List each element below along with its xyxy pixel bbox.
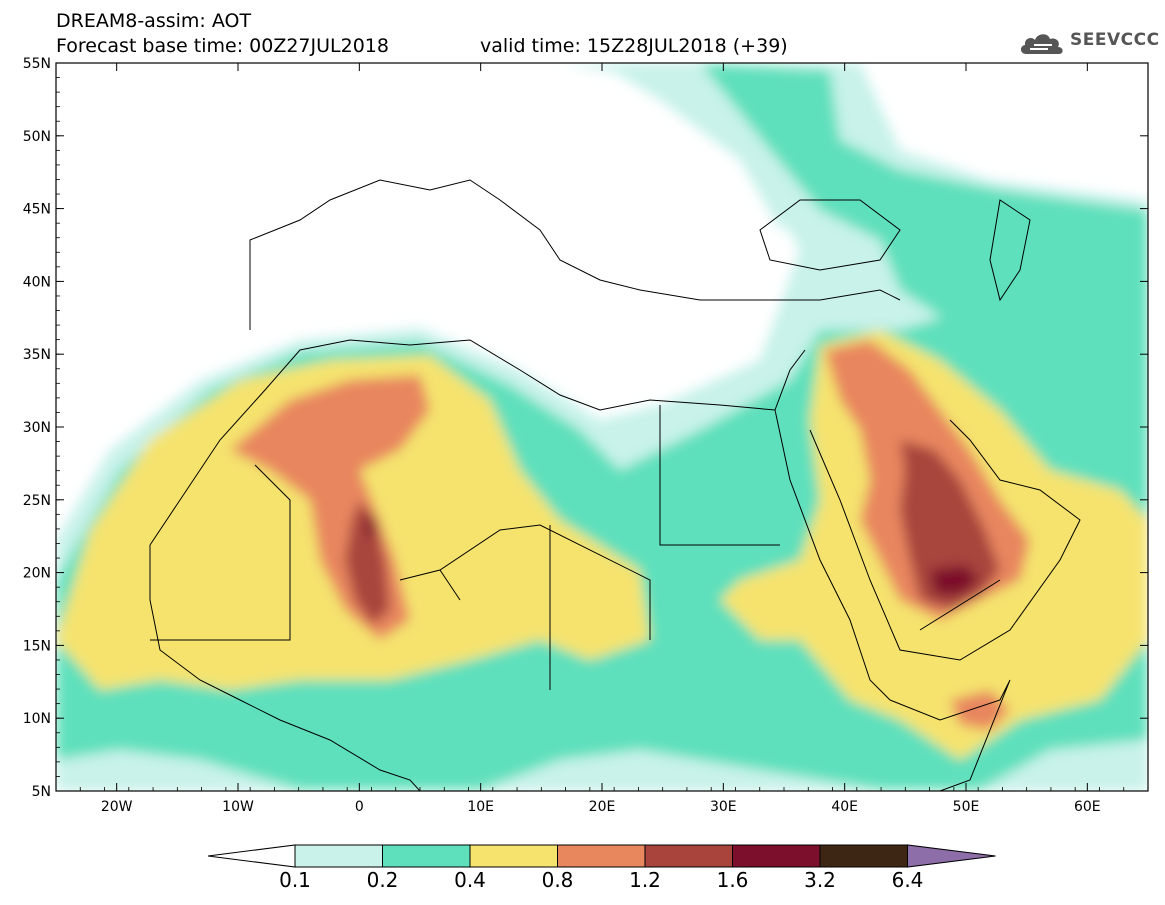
colorbar-under-arrow	[207, 844, 296, 868]
coastline-black-sea	[759, 199, 901, 271]
coastlines	[149, 179, 1081, 791]
aot-field	[56, 63, 1148, 791]
lon-label: 10W	[222, 799, 254, 815]
lon-label: 50E	[953, 799, 980, 815]
aot-contour-1.6-sahara	[366, 510, 378, 538]
colorbar-swatch	[557, 844, 646, 868]
lat-label: 25N	[23, 493, 51, 509]
coastline-north-africa	[149, 339, 806, 546]
colorbar-swatch	[644, 844, 733, 868]
lat-label: 40N	[23, 274, 51, 290]
colorbar-level-label: 3.2	[804, 868, 836, 892]
map-title: DREAM8-assim: AOT	[56, 10, 252, 32]
lon-label: 40E	[831, 799, 858, 815]
colorbar-level-label: 0.4	[454, 868, 486, 892]
colorbar-level-label: 1.2	[629, 868, 661, 892]
lat-label: 15N	[23, 638, 51, 654]
longitude-axis: 20W 10W 0 10E 20E 30E 40E 50E 60E	[55, 63, 1149, 815]
lat-label: 5N	[32, 784, 51, 800]
colorbar-level-label: 0.8	[541, 868, 574, 892]
aot-contour-0.2-eurasia	[700, 63, 1148, 350]
lon-label: 0	[355, 799, 364, 815]
colorbar-level-label: 1.6	[716, 868, 749, 892]
coastline-horn-africa	[889, 679, 1011, 791]
lon-label: 60E	[1074, 799, 1101, 815]
colorbar-swatch	[732, 844, 821, 868]
aot-contour-0.8-somalia	[950, 690, 1010, 730]
coastline-arabia	[809, 419, 1081, 661]
coastline-caspian	[989, 199, 1031, 302]
colorbar-level-label: 6.4	[891, 868, 924, 892]
lon-label: 20W	[101, 799, 133, 815]
lat-label: 55N	[23, 56, 51, 72]
lon-label: 10E	[467, 799, 494, 815]
lat-label: 10N	[23, 711, 51, 727]
cloud-icon	[1020, 34, 1063, 54]
lat-label: 50N	[23, 129, 51, 145]
lon-label: 30E	[710, 799, 737, 815]
aot-contour-1.6	[930, 565, 980, 595]
latitude-axis: 55N 50N 45N 40N 35N 30N 25N 20N 15N 10N 5N	[23, 56, 1148, 800]
colorbar	[207, 844, 996, 868]
colorbar-swatch	[294, 844, 383, 868]
lon-label: 20E	[589, 799, 616, 815]
coastline-west-africa	[149, 545, 421, 791]
colorbar-swatch	[819, 844, 908, 868]
lat-label: 20N	[23, 566, 51, 582]
colorbar-level-label: 0.2	[366, 868, 399, 892]
logo-text: SEEVCCC	[1070, 30, 1160, 50]
aot-contour-1.2-arabia	[900, 440, 1000, 610]
valid-time: valid time: 15Z28JUL2018 (+39)	[480, 35, 788, 57]
colorbar-swatch	[469, 844, 558, 868]
aot-contour-1.2	[345, 500, 390, 625]
colorbar-over-arrow	[907, 844, 996, 868]
lat-label: 35N	[23, 347, 51, 363]
coastline-red-sea	[774, 409, 891, 701]
lat-label: 30N	[23, 420, 51, 436]
border-lines	[150, 405, 1001, 690]
coastline-europe	[249, 179, 901, 330]
colorbar-level-label: 0.1	[279, 868, 311, 892]
colorbar-swatch	[382, 844, 471, 868]
lat-label: 45N	[23, 202, 51, 218]
forecast-base-time: Forecast base time: 00Z27JUL2018	[56, 35, 389, 57]
seevccc-logo: SEEVCCC	[1018, 26, 1160, 58]
